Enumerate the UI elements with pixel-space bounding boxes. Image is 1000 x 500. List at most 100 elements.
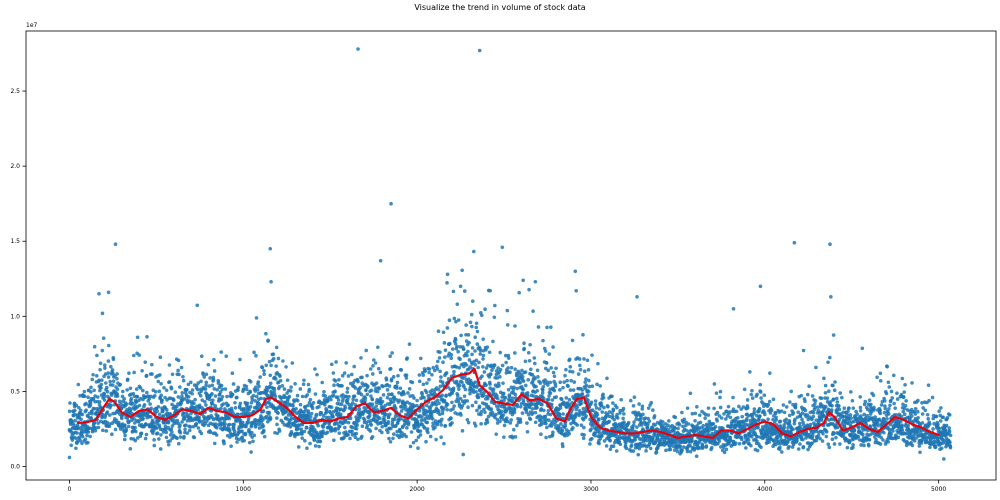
scatter-point xyxy=(608,438,612,443)
scatter-point xyxy=(88,399,93,404)
scatter-point xyxy=(210,392,214,396)
scatter-point xyxy=(110,432,114,437)
scatter-point xyxy=(412,396,416,400)
scatter-point xyxy=(680,448,684,453)
scatter-point xyxy=(181,378,186,383)
scatter-point xyxy=(161,414,166,418)
scatter-point xyxy=(345,386,350,391)
scatter-point xyxy=(615,416,620,420)
scatter-point xyxy=(362,406,366,410)
scatter-point xyxy=(87,426,92,430)
scatter-point xyxy=(473,380,478,384)
scatter-point xyxy=(415,398,419,403)
scatter-point xyxy=(557,412,562,417)
scatter-point xyxy=(166,420,171,424)
scatter-point xyxy=(185,387,189,392)
scatter-point xyxy=(230,392,235,397)
scatter-point xyxy=(505,308,510,313)
scatter-point xyxy=(248,390,253,394)
scatter-point xyxy=(280,384,285,388)
scatter-point xyxy=(903,403,908,408)
scatter-point xyxy=(225,394,229,399)
scatter-point xyxy=(265,405,269,410)
scatter-point xyxy=(547,352,552,356)
scatter-point xyxy=(157,389,162,394)
scatter-point xyxy=(709,445,714,450)
scatter-point xyxy=(350,429,354,433)
scatter-point xyxy=(498,375,502,379)
scatter-point xyxy=(483,410,487,415)
scatter-point xyxy=(513,324,517,328)
scatter-point xyxy=(718,389,723,394)
scatter-point xyxy=(158,447,163,451)
scatter-point xyxy=(755,448,760,453)
scatter-point xyxy=(333,379,338,383)
scatter-point xyxy=(337,378,341,382)
scatter-point xyxy=(359,392,364,397)
scatter-point xyxy=(442,341,447,345)
scatter-point xyxy=(340,373,345,378)
scatter-point xyxy=(805,392,810,397)
scatter-point xyxy=(240,435,245,440)
scatter-point xyxy=(858,405,863,410)
scatter-point xyxy=(594,406,599,410)
scatter-point xyxy=(386,420,391,424)
scatter-point xyxy=(236,388,240,392)
scatter-point xyxy=(433,425,437,430)
scatter-point xyxy=(647,419,652,423)
scatter-point xyxy=(494,432,499,436)
scatter-point xyxy=(256,380,261,384)
scatter-point xyxy=(88,434,92,439)
scatter-point xyxy=(813,402,817,406)
scatter-point xyxy=(468,365,472,369)
scatter-point xyxy=(380,399,385,404)
scatter-point xyxy=(481,393,486,398)
scatter-point xyxy=(333,426,338,431)
scatter-point xyxy=(96,425,101,430)
scatter-point xyxy=(345,397,350,402)
scatter-point xyxy=(522,341,526,346)
scatter-point xyxy=(428,406,432,411)
scatter-point xyxy=(106,343,111,348)
scatter-point xyxy=(542,408,546,413)
scatter-point xyxy=(293,382,297,386)
scatter-point xyxy=(247,407,251,412)
scatter-point xyxy=(456,393,460,398)
scatter-point xyxy=(253,385,258,390)
scatter-point xyxy=(459,413,463,417)
scatter-point xyxy=(740,414,744,419)
scatter-point xyxy=(862,443,866,448)
scatter-point xyxy=(261,424,266,429)
scatter-point xyxy=(119,416,124,421)
scatter-point xyxy=(167,380,172,384)
scatter-point xyxy=(700,445,705,449)
scatter-point xyxy=(422,426,427,430)
scatter-point xyxy=(884,391,889,396)
scatter-point xyxy=(449,356,454,361)
scatter-point xyxy=(244,387,249,392)
scatter-point xyxy=(127,371,131,375)
scatter-point xyxy=(207,397,212,402)
scatter-point xyxy=(95,353,99,358)
scatter-point xyxy=(250,430,254,435)
scatter-point xyxy=(501,391,506,396)
scatter-point xyxy=(902,390,907,394)
scatter-point xyxy=(302,429,307,434)
scatter-point xyxy=(779,409,784,413)
scatter-point xyxy=(474,400,478,405)
scatter-point xyxy=(465,399,469,403)
scatter-point xyxy=(745,406,750,410)
scatter-point xyxy=(442,355,447,359)
scatter-point xyxy=(344,394,349,399)
scatter-point xyxy=(210,383,215,388)
scatter-point xyxy=(808,422,813,427)
scatter-point xyxy=(177,372,181,377)
scatter-point xyxy=(601,423,606,428)
scatter-point xyxy=(337,424,342,428)
scatter-point xyxy=(450,347,455,351)
scatter-point xyxy=(386,430,390,435)
scatter-point xyxy=(900,423,904,427)
scatter-point xyxy=(384,378,389,382)
scatter-point xyxy=(440,417,444,422)
